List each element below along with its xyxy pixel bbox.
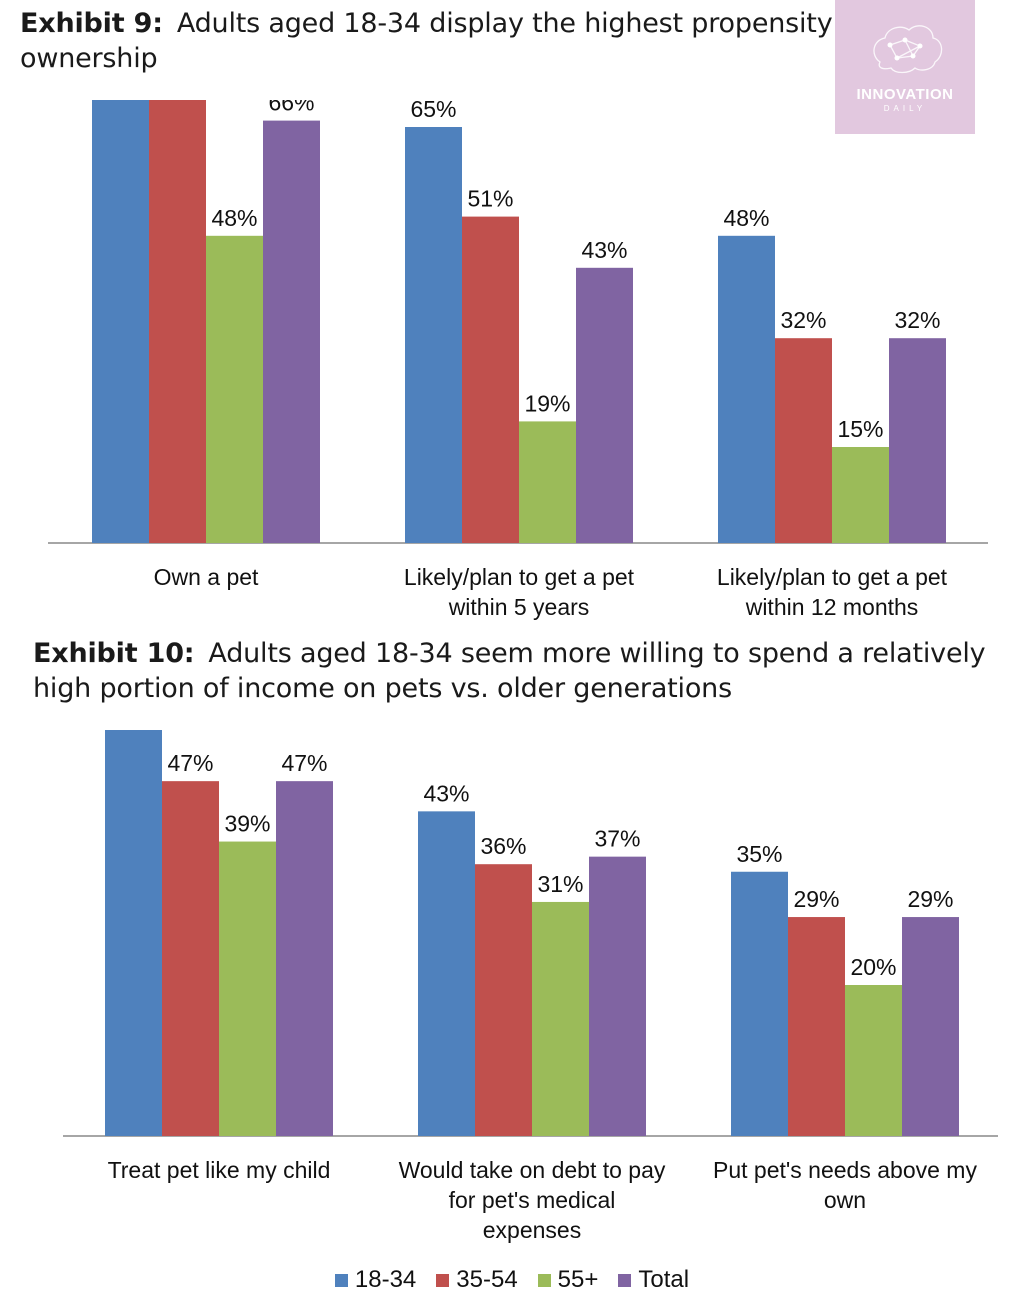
- data-label: 32%: [894, 307, 940, 333]
- data-label: 43%: [423, 780, 469, 806]
- bar-1834: [105, 730, 162, 1136]
- bar-55: [532, 901, 589, 1136]
- bar-55: [219, 841, 276, 1136]
- data-label: 48%: [211, 205, 257, 231]
- legend-swatch: [334, 1273, 348, 1287]
- bar-3554: [162, 781, 219, 1136]
- bar-1834: [731, 871, 788, 1136]
- data-label: 20%: [850, 954, 896, 980]
- bar-3554: [462, 216, 519, 543]
- bar-55: [519, 421, 576, 543]
- category-label: own: [824, 1187, 866, 1213]
- bar-total: [276, 781, 333, 1136]
- data-label: 65%: [410, 100, 456, 122]
- legend-swatch: [537, 1273, 551, 1287]
- innovation-daily-logo: INNOVATION DAILY: [835, 0, 975, 134]
- exhibit-9-chart: 75%70%48%66%Own a pet65%51%19%43%Likely/…: [48, 100, 988, 620]
- bar-1834: [418, 811, 475, 1136]
- data-label: 29%: [907, 886, 953, 912]
- data-label: 47%: [281, 750, 327, 776]
- data-label: 32%: [780, 307, 826, 333]
- category-label: Likely/plan to get a pet: [717, 564, 948, 590]
- data-label: 19%: [524, 390, 570, 416]
- exhibit-9-title: Exhibit 9: Adults aged 18-34 display the …: [20, 6, 960, 76]
- data-label: 48%: [723, 205, 769, 231]
- legend-swatch: [618, 1273, 632, 1287]
- legend-label: 35-54: [456, 1266, 518, 1293]
- legend-item: 55+: [537, 1266, 599, 1294]
- category-label: Put pet's needs above my: [713, 1157, 977, 1183]
- exhibit-10-label: Exhibit 10:: [33, 638, 195, 669]
- data-label: 36%: [480, 833, 526, 859]
- exhibit-9-label: Exhibit 9:: [20, 8, 163, 39]
- legend: 18-34 35-54 55+ Total: [0, 1266, 1024, 1294]
- category-label: Own a pet: [154, 564, 259, 590]
- brain-network-icon: [873, 25, 943, 74]
- category-label: Would take on debt to pay: [399, 1157, 666, 1183]
- data-label: 37%: [594, 826, 640, 852]
- data-label: 15%: [837, 416, 883, 442]
- exhibit-10-title: Exhibit 10: Adults aged 18-34 seem more w…: [33, 636, 1013, 706]
- bar-total: [889, 338, 946, 543]
- data-label: 66%: [268, 100, 314, 116]
- legend-label: 55+: [557, 1266, 599, 1293]
- exhibit-10-chart: 54%47%39%47%Treat pet like my child43%36…: [63, 730, 998, 1243]
- bar-total: [576, 267, 633, 543]
- watermark-brand: INNOVATION: [856, 86, 954, 103]
- data-label: 35%: [736, 841, 782, 867]
- bar-1834: [405, 127, 462, 543]
- legend-swatch: [436, 1273, 450, 1287]
- data-label: 29%: [793, 886, 839, 912]
- legend-item: Total: [618, 1266, 689, 1294]
- bar-total: [902, 917, 959, 1136]
- category-label: expenses: [483, 1217, 581, 1243]
- exhibit-9-title-text: Adults aged 18-34 display the highest pr…: [20, 8, 930, 74]
- bar-55: [206, 235, 263, 544]
- exhibit-10-title-text: Adults aged 18-34 seem more willing to s…: [33, 638, 986, 704]
- data-label: 31%: [537, 871, 583, 897]
- legend-item: 35-54: [436, 1266, 518, 1294]
- bar-55: [832, 447, 889, 543]
- data-label: 43%: [581, 237, 627, 263]
- bar-1834: [718, 235, 775, 544]
- category-label: Treat pet like my child: [108, 1157, 331, 1183]
- legend-label: Total: [638, 1266, 690, 1293]
- bar-3554: [149, 100, 206, 543]
- category-label: Likely/plan to get a pet: [404, 564, 635, 590]
- data-label: 47%: [167, 750, 213, 776]
- bar-1834: [92, 100, 149, 543]
- bar-total: [263, 120, 320, 543]
- data-label: 39%: [224, 811, 270, 837]
- category-label: for pet's medical: [449, 1187, 616, 1213]
- watermark-sub: DAILY: [883, 104, 927, 113]
- data-label: 51%: [467, 186, 513, 212]
- bar-total: [589, 856, 646, 1136]
- bar-3554: [775, 338, 832, 543]
- category-label: within 12 months: [745, 594, 919, 620]
- bar-3554: [475, 864, 532, 1136]
- category-label: within 5 years: [448, 594, 590, 620]
- bar-55: [845, 985, 902, 1136]
- legend-item: 18-34: [334, 1266, 417, 1294]
- legend-label: 18-34: [354, 1266, 417, 1293]
- bar-3554: [788, 917, 845, 1136]
